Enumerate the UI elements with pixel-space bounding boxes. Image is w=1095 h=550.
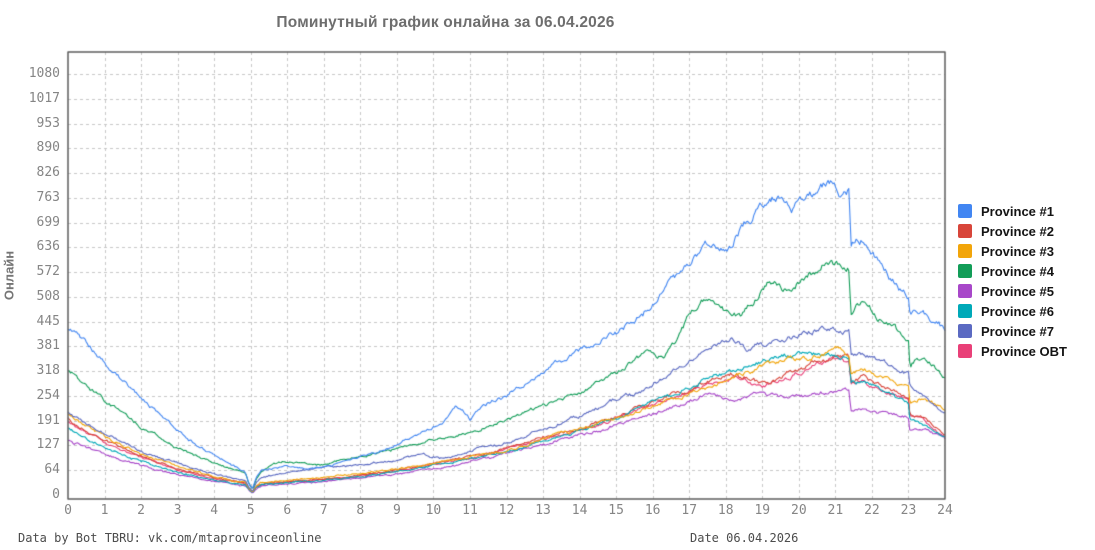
y-tick-label: 1080 [28,66,60,81]
y-tick-label: 508 [36,288,60,304]
y-tick-label: 381 [36,338,60,354]
x-tick-label: 18 [717,503,734,518]
y-tick-label: 572 [36,264,60,280]
legend-color-swatch [958,204,972,218]
x-tick-label: 20 [791,503,807,518]
legend-item: Province #7 [958,321,1067,341]
y-tick-label: 826 [36,165,60,180]
chart-title: Поминутный график онлайна за 06.04.2026 [276,14,615,31]
x-tick-label: 24 [937,503,953,518]
y-tick-label: 763 [36,189,60,205]
x-tick-label: 0 [64,503,72,518]
legend-color-swatch [958,324,972,338]
y-tick-label: 890 [36,140,60,156]
legend-color-swatch [958,224,972,238]
legend-item: Province #3 [958,241,1067,261]
legend-color-swatch [958,344,972,358]
y-tick-label: 318 [36,363,60,379]
legend-item: Province #2 [958,221,1067,241]
y-tick-label: 0 [52,487,60,502]
x-tick-label: 10 [425,503,442,518]
legend-item: Province #4 [958,261,1067,281]
x-tick-label: 21 [827,503,844,518]
x-tick-label: 1 [100,503,109,518]
legend-label: Province #4 [981,263,1054,279]
legend-label: Province #1 [981,203,1054,219]
x-tick-label: 2 [137,503,145,518]
legend-color-swatch [958,284,972,298]
legend-label: Province #2 [981,223,1054,239]
y-tick-label: 953 [36,115,60,131]
x-tick-label: 5 [246,503,255,518]
legend-label: Province #3 [981,243,1054,259]
legend-color-swatch [958,264,972,278]
legend-item: Province OBT [958,341,1067,361]
x-tick-label: 8 [356,503,365,518]
x-tick-label: 12 [498,503,515,518]
x-tick-label: 7 [319,503,328,518]
legend-label: Province #5 [981,283,1054,299]
legend-item: Province #6 [958,301,1067,321]
x-tick-label: 9 [392,503,401,518]
footer-date: Date 06.04.2026 [690,531,799,545]
x-tick-label: 15 [608,503,624,518]
y-tick-label: 445 [36,313,60,329]
x-tick-label: 17 [681,503,698,518]
legend-item: Province #1 [958,201,1067,221]
x-tick-label: 19 [754,503,771,518]
x-tick-label: 6 [283,503,292,518]
x-tick-label: 11 [462,503,478,518]
y-tick-label: 1017 [28,90,60,106]
x-tick-label: 14 [571,503,588,518]
legend-label: Province #6 [981,303,1054,319]
footer-credit: Data by Bot TBRU: vk.com/mtaprovinceonli… [18,531,322,545]
legend-label: Province #7 [981,323,1054,339]
y-tick-label: 636 [36,239,60,255]
legend-color-swatch [958,244,972,258]
x-tick-label: 4 [210,503,219,518]
x-tick-label: 22 [864,503,880,518]
chart-legend: Province #1 Province #2 Province #3 Provinc… [958,201,1067,361]
x-tick-label: 16 [644,503,661,518]
x-tick-label: 23 [900,503,917,518]
y-tick-label: 254 [36,387,60,403]
y-tick-label: 64 [44,462,60,478]
legend-label: Province OBT [981,343,1067,359]
x-tick-label: 13 [535,503,551,518]
x-tick-label: 3 [173,503,182,518]
y-tick-label: 699 [36,214,60,230]
legend-color-swatch [958,304,972,318]
legend-item: Province #5 [958,281,1067,301]
y-tick-label: 191 [36,412,60,428]
y-tick-label: 127 [36,437,60,453]
